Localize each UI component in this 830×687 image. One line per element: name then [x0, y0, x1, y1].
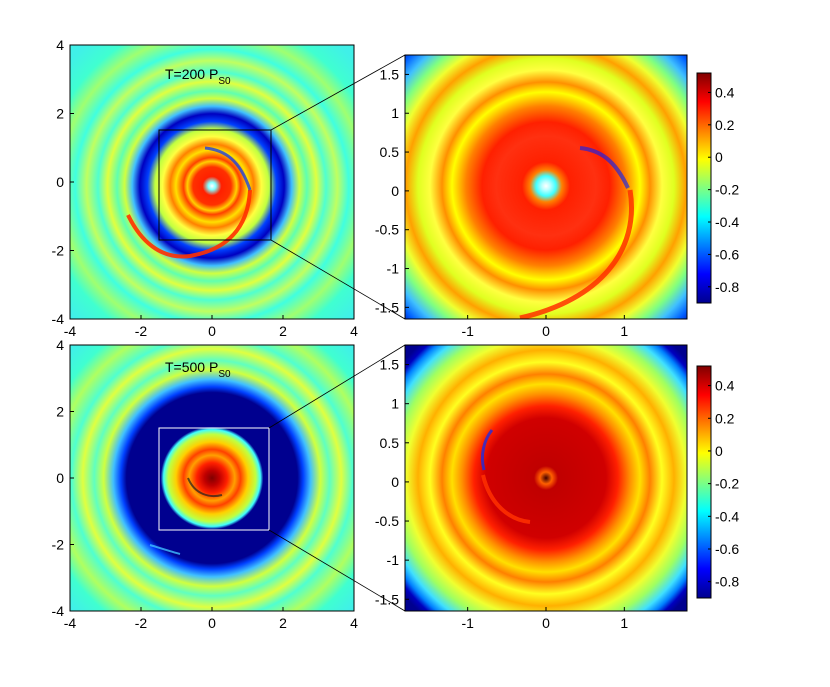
y-tick-label: -0.5	[375, 222, 399, 238]
axis-ticks-t500-zoom: -1 0 1 -1.5 -1 -0.5 0 0.5 1 1.5	[375, 357, 629, 631]
y-tick-label: 4	[56, 337, 64, 353]
heatmap-t200-zoom	[405, 55, 687, 319]
x-tick-label: 0	[542, 323, 550, 339]
colorbar-bottom: -0.8 -0.6 -0.4 -0.2 0 0.2 0.4	[696, 365, 739, 599]
spiral-wake	[204, 146, 252, 191]
y-tick-label: 1	[391, 105, 399, 121]
x-tick-label: 4	[350, 323, 358, 339]
x-tick-label: -2	[135, 615, 148, 631]
x-tick-label: -1	[461, 615, 474, 631]
colorbar-tick-label: -0.8	[715, 279, 739, 295]
x-tick-label: -2	[135, 323, 148, 339]
y-tick-label: -1	[387, 261, 400, 277]
y-tick-label: 4	[56, 37, 64, 53]
x-tick-label: -4	[64, 323, 77, 339]
y-tick-label: -1	[387, 552, 400, 568]
x-tick-label: -1	[461, 323, 474, 339]
colorbar-tick-label: 0	[715, 149, 723, 165]
y-tick-label: -1.5	[375, 591, 399, 607]
colorbar-tick-label: 0	[715, 443, 723, 459]
spiral-arm	[481, 474, 531, 524]
spiral-arm	[187, 477, 223, 497]
axis-ticks-t500-full: -4 -2 0 2 4 -4 -2 0 2 4	[52, 337, 359, 631]
zoom-connector	[270, 239, 406, 320]
colorbar-tick-label: 0.4	[715, 84, 735, 100]
y-tick-label: 1.5	[380, 66, 400, 82]
x-tick-label: 2	[279, 615, 287, 631]
y-tick-label: -1.5	[375, 299, 399, 315]
y-tick-label: 0.5	[380, 435, 400, 451]
y-tick-label: -0.5	[375, 513, 399, 529]
colorbar-top: -0.8 -0.6 -0.4 -0.2 0 0.2 0.4	[696, 72, 739, 304]
y-tick-label: -4	[52, 603, 65, 619]
spiral-wake	[480, 429, 494, 471]
colorbar-tick-label: -0.4	[715, 508, 739, 524]
y-tick-label: 0	[56, 470, 64, 486]
colorbar-tick-label: -0.6	[715, 541, 739, 557]
colorbar-gradient	[696, 72, 712, 304]
colorbar-tick-label: 0.2	[715, 117, 735, 133]
spiral-arm	[519, 189, 634, 319]
x-tick-label: 0	[208, 323, 216, 339]
zoom-connector	[268, 529, 406, 612]
heatmap-t500-zoom	[405, 345, 687, 611]
colorbar-tick-label: -0.2	[715, 476, 739, 492]
x-tick-label: 1	[620, 615, 628, 631]
y-tick-label: 1.5	[380, 357, 400, 373]
x-tick-label: 4	[350, 615, 358, 631]
panel-title-t200: T=200 PS0	[165, 66, 231, 87]
colorbar-tick-label: -0.2	[715, 182, 739, 198]
y-tick-label: -2	[52, 537, 65, 553]
panel-t500-full: T=500 PS0 -4 -2 0 2 4 -4 -2 0 2 4	[52, 337, 359, 631]
spiral-wake	[149, 544, 181, 555]
colorbar-tick-label: -0.8	[715, 574, 739, 590]
x-tick-label: 0	[542, 615, 550, 631]
panel-t200-full: T=200 PS0 -4 -2 0 2 4 -4 -2 0 2 4	[52, 37, 359, 339]
y-tick-label: 0	[391, 183, 399, 199]
zoom-box	[158, 129, 272, 241]
colorbar-tick-label: 0.2	[715, 410, 735, 426]
axis-ticks-t200-zoom: -1 0 1 -1.5 -1 -0.5 0 0.5 1 1.5	[375, 66, 629, 339]
y-tick-label: 0.5	[380, 144, 400, 160]
y-tick-label: 2	[56, 106, 64, 122]
zoom-connector	[268, 344, 406, 429]
panel-title-t500: T=500 PS0	[165, 359, 231, 380]
heatmap-t500-full	[70, 345, 354, 611]
spiral-arm	[126, 189, 252, 259]
y-tick-label: 2	[56, 404, 64, 420]
heatmap-t200-full	[70, 45, 354, 319]
x-tick-label: -4	[64, 615, 77, 631]
panel-t500-zoom: -1 0 1 -1.5 -1 -0.5 0 0.5 1 1.5	[375, 344, 688, 631]
zoom-box	[158, 427, 270, 531]
axis-ticks-t200-full: -4 -2 0 2 4 -4 -2 0 2 4	[52, 37, 359, 339]
y-tick-label: -4	[52, 311, 65, 327]
colorbar-tick-label: -0.6	[715, 246, 739, 262]
colorbar-gradient	[696, 365, 712, 599]
x-tick-label: 0	[208, 615, 216, 631]
y-tick-label: 0	[56, 174, 64, 190]
zoom-connector	[270, 54, 406, 131]
y-tick-label: 1	[391, 396, 399, 412]
colorbar-tick-label: 0.4	[715, 378, 735, 394]
y-tick-label: 0	[391, 474, 399, 490]
spiral-wake	[579, 146, 630, 189]
colorbar-tick-label: -0.4	[715, 214, 739, 230]
panel-t200-zoom: -1 0 1 -1.5 -1 -0.5 0 0.5 1 1.5	[375, 54, 688, 339]
zoom-connectors	[268, 54, 406, 612]
x-tick-label: 1	[620, 323, 628, 339]
x-tick-label: 2	[279, 323, 287, 339]
y-tick-label: -2	[52, 243, 65, 259]
